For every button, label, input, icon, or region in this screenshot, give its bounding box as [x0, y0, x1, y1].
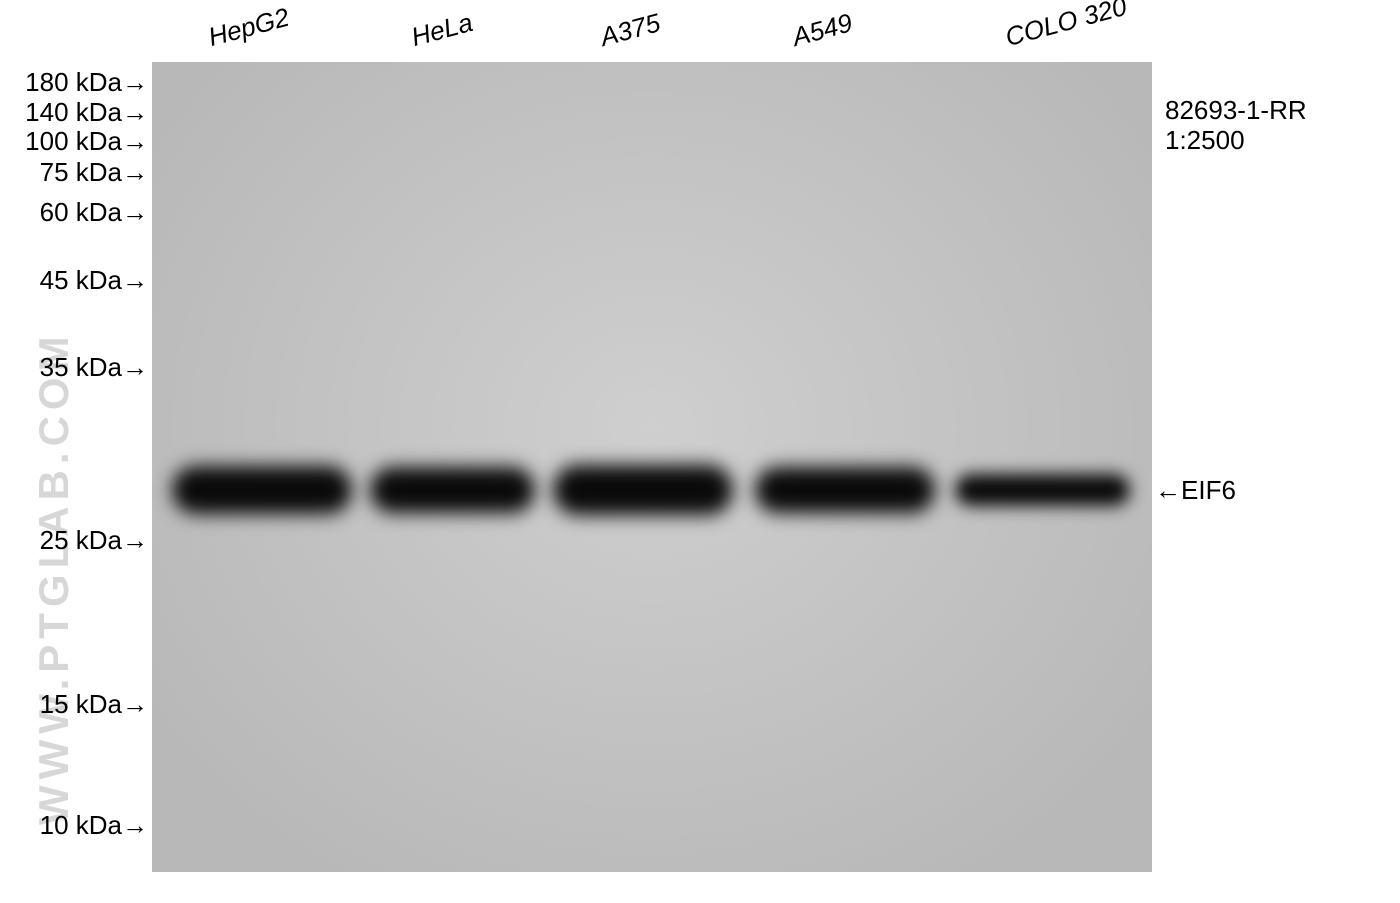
protein-band — [370, 467, 535, 513]
protein-band — [553, 465, 733, 515]
lane-label: HeLa — [408, 7, 476, 53]
lane-label: A375 — [597, 7, 664, 53]
mw-marker-label: 60 kDa→ — [40, 197, 148, 228]
annotation-line1: 82693-1-RR — [1165, 95, 1307, 125]
mw-marker-label: 25 kDa→ — [40, 525, 148, 556]
antibody-annotation: 82693-1-RR 1:2500 — [1165, 95, 1307, 155]
annotation-line2: 1:2500 — [1165, 125, 1307, 155]
mw-marker-label: 180 kDa→ — [25, 67, 148, 98]
lane-label: HepG2 — [205, 2, 293, 53]
mw-marker-label: 140 kDa→ — [25, 97, 148, 128]
mw-marker-label: 35 kDa→ — [40, 352, 148, 383]
lane-label: COLO 320 — [1002, 0, 1130, 53]
mw-marker-label: 10 kDa→ — [40, 810, 148, 841]
protein-band — [955, 474, 1130, 506]
mw-marker-label: 45 kDa→ — [40, 265, 148, 296]
mw-marker-label: 75 kDa→ — [40, 157, 148, 188]
mw-marker-label: 15 kDa→ — [40, 689, 148, 720]
figure-container: WWW.PTGLAB.COM HepG2HeLaA375A549COLO 320… — [0, 0, 1400, 903]
protein-band — [755, 467, 935, 513]
mw-marker-label: 100 kDa→ — [25, 126, 148, 157]
band-pointer-label: ←EIF6 — [1155, 475, 1236, 506]
lane-label: A549 — [789, 7, 856, 53]
protein-band — [172, 466, 352, 514]
